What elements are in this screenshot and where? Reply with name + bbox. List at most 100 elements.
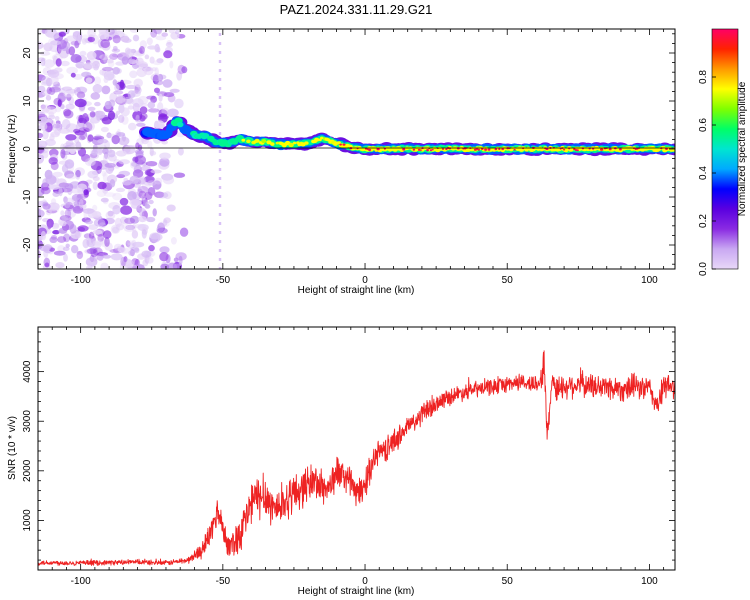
ridge-mark [339,143,342,146]
scatter-point [86,265,93,269]
ridge-mark [494,148,498,151]
bottom-axes: -100 -50 0 50 100 1000 2000 3000 4000 [22,327,675,587]
scatter-point [65,173,77,180]
scatter-point [145,161,158,167]
scatter-point [139,46,145,54]
ridge-mark [576,149,579,152]
scatter-point [150,95,158,103]
scatter-point [115,94,126,104]
scatter-point [103,153,108,164]
scatter-point [64,170,75,179]
scatter-point [149,56,155,64]
scatter-point [151,232,161,243]
scatter-point [124,217,136,224]
scatter-point [38,208,41,219]
scatter-point [157,222,166,233]
scatter-point [163,50,173,59]
scatter-point [136,122,146,127]
scatter-point [125,240,131,248]
scatter-point [45,208,52,216]
scatter-point [92,211,102,218]
scatter-point [88,231,95,240]
marker-dot [218,195,222,198]
scatter-point [112,67,120,75]
marker-dot [218,204,222,207]
scatter-point [87,157,96,166]
scatter-point [146,257,154,264]
scatter-point [70,72,76,78]
scatter-point [115,150,127,157]
top-x-axis-label: Height of straight line (km) [298,285,415,296]
scatter-point [96,165,102,174]
scatter-point [49,44,60,53]
scatter-point [49,148,59,157]
scatter-point [38,245,51,252]
scatter-point [104,30,110,41]
scatter-point [65,140,74,147]
scatter-point [176,71,183,81]
scatter-point [122,134,126,142]
scatter-point [45,106,57,115]
ridge-mark [431,149,434,151]
scatter-point [156,58,164,64]
scatter-point [83,209,88,219]
scatter-point [42,203,51,210]
scatter-point [73,201,81,207]
scatter-point [122,180,132,186]
scatter-point [147,108,160,113]
scatter-point [41,81,52,86]
scatter-point [65,29,70,35]
scatter-point [38,85,46,93]
scatter-point [111,135,120,145]
scatter-point [57,245,66,253]
scatter-point [79,50,87,57]
scatter-point [119,79,125,90]
marker-dot [218,78,222,81]
scatter-point [167,262,178,269]
scatter-point [83,62,95,69]
scatter-point [125,84,137,90]
scatter-point [178,255,183,266]
scatter-point [155,35,167,41]
scatter-point [74,86,81,96]
top-x-tick-label: 0 [362,275,368,286]
ridge-mark [498,148,501,151]
scatter-point [46,86,52,95]
scatter-point [87,170,99,179]
scatter-point [102,230,112,239]
marker-dot [218,213,222,216]
scatter-point [96,190,107,197]
scatter-point [161,140,169,145]
marker-dot [218,258,222,261]
ridge-mark [501,148,505,151]
scatter-point [138,216,147,223]
ridge-mark [336,141,341,145]
scatter-point [130,160,136,169]
scatter-point [59,220,67,227]
scatter-point [72,206,84,214]
marker-dot [218,96,222,99]
chart-title: PAZ1.2024.331.11.29.G21 [280,2,433,17]
scatter-point [146,216,156,223]
scatter-point [174,29,180,35]
scatter-point [44,122,53,133]
ridge-mark [342,143,346,146]
scatter-point [50,131,60,138]
scatter-point [161,32,168,37]
marker-dot [218,69,222,72]
scatter-point [44,138,57,147]
scatter-point [81,153,91,162]
ridge-mark [261,139,267,144]
scatter-point [139,40,147,49]
scatter-point [98,222,107,229]
scatter-point [76,251,84,259]
scatter-point [120,205,133,215]
scatter-point [139,106,148,114]
scatter-point [64,159,75,169]
scatter-point [76,250,83,255]
scatter-point [112,192,123,201]
scatter-point [100,262,109,269]
ridge-mark [304,141,309,145]
scatter-point [93,247,103,256]
